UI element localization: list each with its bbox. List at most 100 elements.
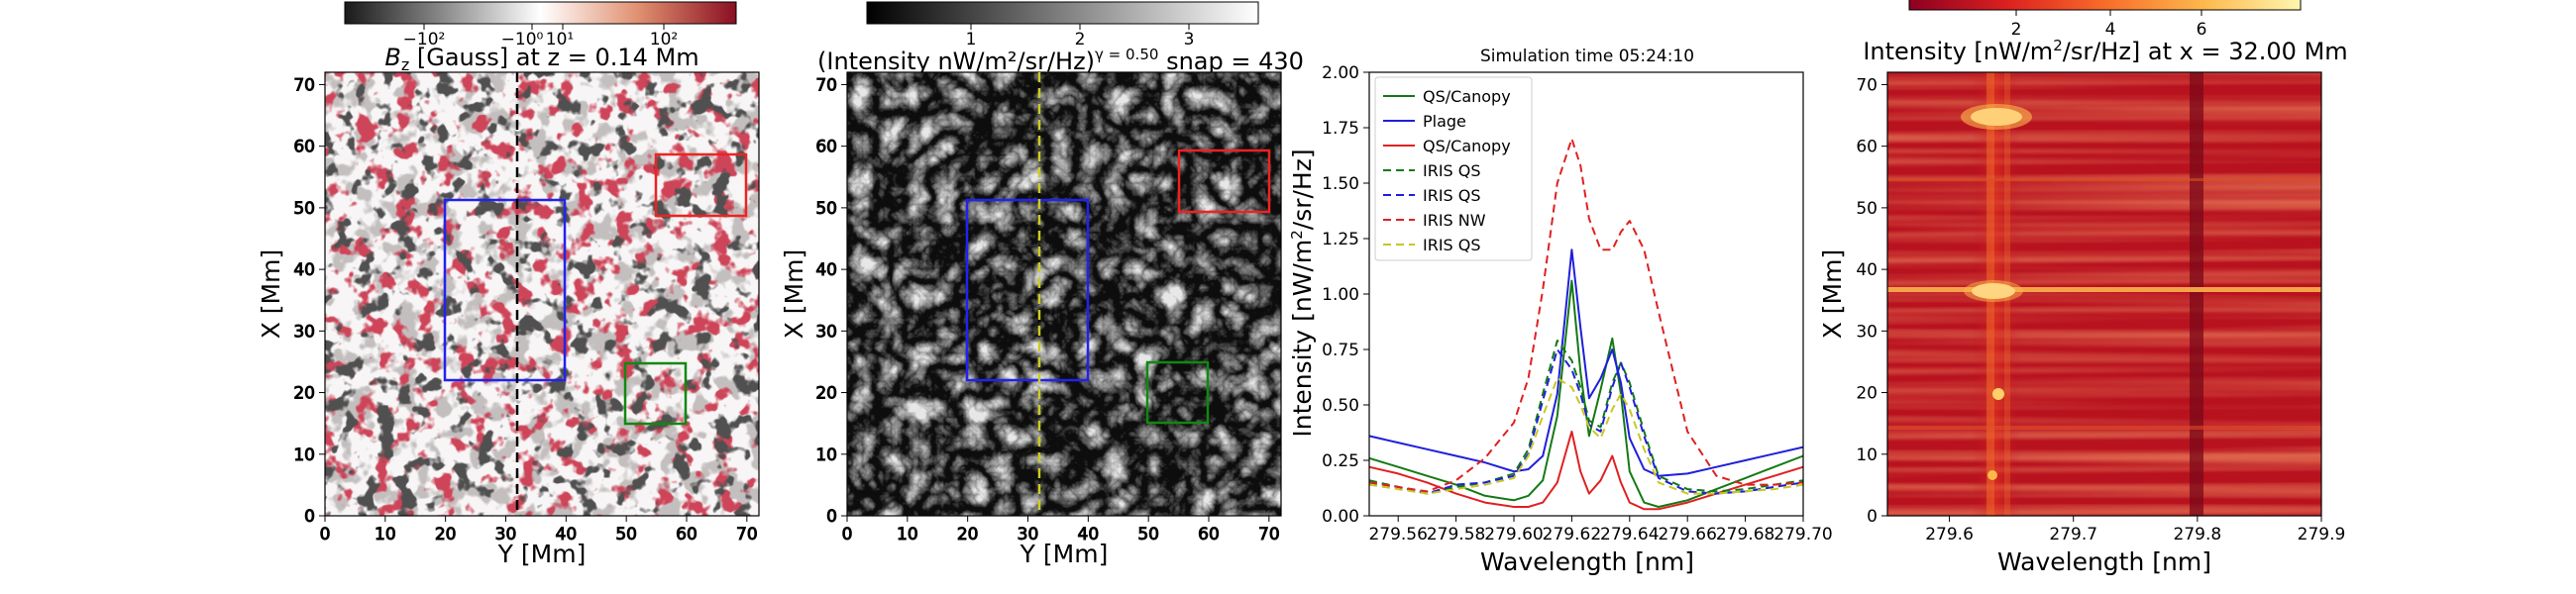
x-tick-label: 0 [320, 525, 331, 544]
y-tick-label: 50 [1856, 199, 1878, 219]
y-tick-label: 20 [815, 384, 837, 404]
x-tick-label: 30 [1018, 525, 1039, 544]
panel-intensity-title: (Intensity nW/m²/sr/Hz)γ = 0.50 snap = 4… [817, 46, 1304, 75]
y-tick-label: 40 [815, 260, 837, 280]
spectro-xlabel: Wavelength [nm] [1997, 547, 2211, 576]
colorbar-bz-tick: 10¹ [546, 30, 574, 50]
x-tick-label: 279.7 [2049, 525, 2097, 544]
int-green-box [1145, 360, 1210, 425]
series-line-0 [1368, 279, 1804, 508]
spectra-legend: QS/Canopy Plage QS/Canopy IRIS QS IRIS QS IRI… [1374, 76, 1533, 261]
x-tick-label: 279.68 [1716, 525, 1774, 544]
spectra-ticks: 279.56279.58279.60279.62279.64279.66279.… [1322, 63, 1833, 544]
colorbar-intensity-ticks [970, 24, 1190, 30]
spectro-title: Intensity [nW/m2/sr/Hz] at x = 32.00 Mm [1863, 37, 2347, 65]
colorbar-bz [344, 1, 737, 25]
bz-red-box [654, 152, 748, 218]
x-tick-label: 20 [435, 525, 457, 544]
colorbar-spectro-tick: 2 [2011, 20, 2022, 40]
y-tick-label: 40 [293, 260, 315, 280]
x-tick-label: 40 [1078, 525, 1100, 544]
y-tick-label: 10 [815, 446, 837, 465]
x-tick-label: 50 [1137, 525, 1159, 544]
int-axis-ticks: 0 10 20 30 40 50 60 70 0 10 20 30 40 50 60 70 [815, 75, 1280, 545]
spectra-title: Simulation time 05:24:10 [1480, 47, 1694, 66]
x-tick-label: 279.9 [2298, 525, 2346, 544]
spectro-ticks: 279.6 279.7 279.8 279.9 0 10 20 30 40 50 60 70 [1856, 75, 2345, 544]
x-tick-label: 60 [1198, 525, 1220, 544]
colorbar-intensity-tick: 3 [1184, 30, 1195, 50]
legend-label: IRIS QS [1423, 186, 1481, 205]
legend-label: IRIS QS [1423, 236, 1481, 254]
spectra-ylabel: Intensity [nW/m2/sr/Hz] [1288, 148, 1317, 437]
colorbar-spectro [1908, 0, 2302, 11]
series-line-5 [1368, 138, 1804, 493]
y-tick-label: 10 [293, 446, 315, 465]
series-line-6 [1368, 377, 1804, 495]
y-tick-label: 60 [293, 138, 315, 157]
series-line-2 [1368, 430, 1804, 511]
bz-ylabel: X [Mm] [257, 249, 285, 340]
bz-xlabel: Y [Mm] [497, 540, 587, 568]
x-tick-label: 279.6 [1925, 525, 1974, 544]
x-tick-label: 20 [957, 525, 979, 544]
y-tick-label: 30 [1856, 322, 1878, 342]
spectra-series [1368, 138, 1804, 511]
x-tick-label: 10 [375, 525, 396, 544]
y-tick-label: 20 [1856, 384, 1878, 404]
y-tick-label: 30 [293, 322, 315, 342]
legend-label: QS/Canopy [1423, 137, 1511, 155]
int-ylabel: X [Mm] [780, 249, 808, 340]
x-tick-label: 279.56 [1368, 525, 1427, 544]
y-tick-label: 1.25 [1322, 230, 1359, 249]
legend-label: IRIS QS [1423, 161, 1481, 180]
spectro-image [1887, 72, 2321, 516]
y-tick-label: 70 [815, 75, 837, 95]
x-tick-label: 70 [736, 525, 758, 544]
y-tick-label: 1.00 [1322, 285, 1359, 305]
y-tick-label: 20 [293, 384, 315, 404]
panel-bz-map: −10² −10⁰ 10¹ 10² Bz [Gauss] at z = 0.14… [257, 1, 760, 568]
colorbar-spectro-tick: 4 [2105, 20, 2116, 40]
colorbar-intensity-tick: 2 [1075, 30, 1086, 50]
y-tick-label: 0.25 [1322, 451, 1359, 471]
y-tick-label: 2.00 [1322, 63, 1359, 83]
y-tick-label: 1.50 [1322, 174, 1359, 194]
panel-intensity-map: 1 2 3 (Intensity nW/m²/sr/Hz)γ = 0.50 sn… [780, 1, 1304, 568]
panel-spectrogram: 2 4 6 Intensity [nW/m2/sr/Hz] at x = 32.… [1818, 0, 2348, 576]
series-line-1 [1368, 248, 1804, 477]
colorbar-spectro-ticks [2015, 10, 2202, 16]
colorbar-bz-tick: −10² [403, 30, 446, 50]
y-tick-label: 0.50 [1322, 396, 1359, 416]
x-tick-label: 279.8 [2174, 525, 2222, 544]
panel-spectra: Simulation time 05:24:10 279.56279.58279… [1288, 47, 1833, 576]
y-tick-label: 60 [1856, 138, 1878, 157]
colorbar-bz-tick: −10⁰ [501, 30, 544, 50]
colorbar-intensity [866, 1, 1259, 25]
int-xlabel: Y [Mm] [1020, 540, 1109, 568]
int-red-box [1177, 148, 1271, 214]
y-tick-label: 0 [304, 507, 315, 527]
panel-bz-title: Bz [Gauss] at z = 0.14 Mm [384, 44, 698, 74]
x-tick-label: 30 [495, 525, 517, 544]
y-tick-label: 70 [293, 75, 315, 95]
colorbar-bz-tick: 10² [650, 30, 678, 50]
bz-green-box [623, 361, 688, 426]
x-tick-label: 279.60 [1484, 525, 1543, 544]
int-blue-box [965, 198, 1090, 382]
legend-label: IRIS NW [1423, 211, 1486, 230]
y-tick-label: 0 [1867, 507, 1878, 527]
x-tick-label: 279.64 [1600, 525, 1659, 544]
x-tick-label: 60 [676, 525, 698, 544]
x-tick-label: 279.70 [1773, 525, 1832, 544]
x-tick-label: 40 [556, 525, 578, 544]
colorbar-spectro-tick: 6 [2197, 20, 2207, 40]
y-tick-label: 0.00 [1322, 507, 1359, 527]
bz-blue-box [443, 198, 567, 382]
y-tick-label: 0.75 [1322, 341, 1359, 360]
colorbar-bz-ticks [423, 24, 665, 30]
colorbar-intensity-tick: 1 [966, 30, 977, 50]
y-tick-label: 10 [1856, 446, 1878, 465]
y-tick-label: 40 [1856, 260, 1878, 280]
y-tick-label: 1.75 [1322, 119, 1359, 139]
